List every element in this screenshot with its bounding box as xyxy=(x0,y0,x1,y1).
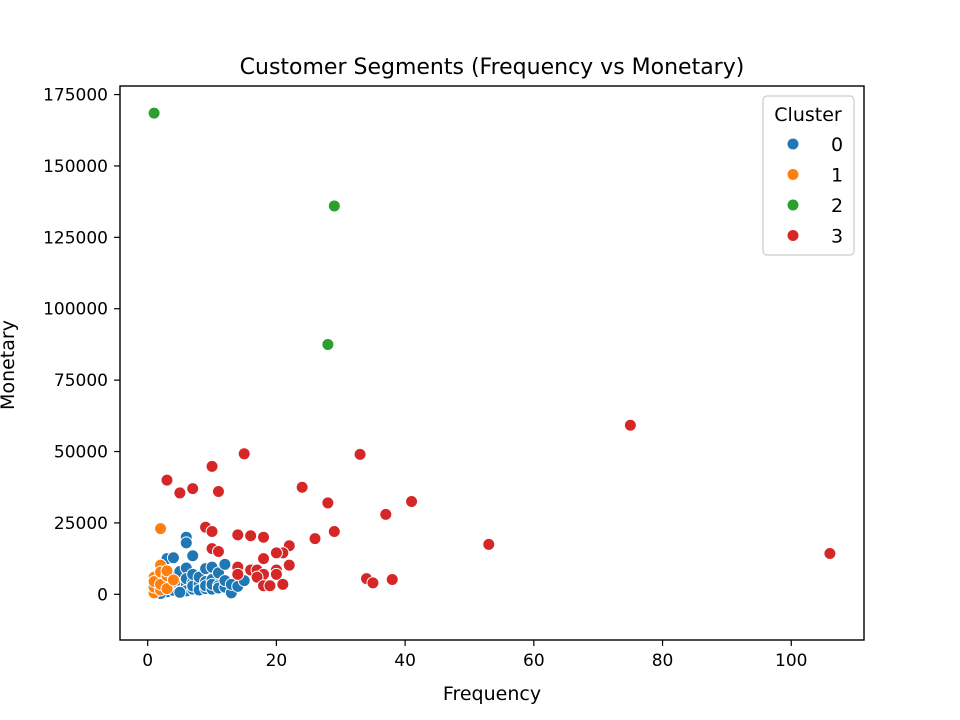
y-axis-label: Monetary xyxy=(0,320,19,410)
data-point-cluster-3 xyxy=(211,544,225,558)
data-point-cluster-3 xyxy=(276,577,290,591)
x-tick-label: 20 xyxy=(266,651,288,671)
data-point-cluster-3 xyxy=(295,480,309,494)
data-point-cluster-0 xyxy=(166,551,180,565)
data-point-cluster-3 xyxy=(353,447,367,461)
data-point-cluster-3 xyxy=(405,495,419,508)
data-point-cluster-3 xyxy=(327,524,341,538)
legend-label-cluster-0: 0 xyxy=(831,134,843,156)
data-point-cluster-3 xyxy=(231,567,245,581)
data-point-cluster-3 xyxy=(173,486,187,500)
y-tick-label: 175000 xyxy=(43,86,108,106)
data-point-cluster-3 xyxy=(244,529,258,543)
data-point-cluster-1 xyxy=(166,573,180,587)
y-tick-label: 50000 xyxy=(54,443,108,463)
x-tick-label: 40 xyxy=(394,651,416,671)
data-point-cluster-3 xyxy=(282,558,296,572)
data-point-cluster-3 xyxy=(269,546,283,560)
x-tick-label: 0 xyxy=(142,651,153,671)
legend-marker-cluster-3 xyxy=(786,229,800,242)
data-point-cluster-3 xyxy=(237,447,251,461)
data-point-cluster-3 xyxy=(257,552,271,566)
data-point-cluster-2 xyxy=(147,106,161,120)
data-point-cluster-0 xyxy=(179,536,193,550)
data-point-cluster-3 xyxy=(379,507,393,521)
data-point-cluster-3 xyxy=(308,532,322,546)
legend-box xyxy=(762,95,855,256)
data-point-cluster-0 xyxy=(186,549,200,563)
data-point-cluster-1 xyxy=(160,564,174,578)
legend-marker-cluster-2 xyxy=(786,198,800,212)
data-point-cluster-3 xyxy=(186,482,200,496)
y-axis: 0 25000 50000 75000 100000 125000 150000 175000 xyxy=(43,86,120,605)
data-point-cluster-0 xyxy=(173,585,187,599)
data-point-cluster-2 xyxy=(321,337,335,351)
legend-marker-cluster-0 xyxy=(786,137,800,151)
y-tick-label: 100000 xyxy=(43,300,108,320)
data-point-cluster-3 xyxy=(205,524,219,538)
legend-marker-cluster-1 xyxy=(786,168,800,181)
x-tick-label: 80 xyxy=(652,651,674,671)
data-point-cluster-3 xyxy=(160,473,174,487)
chart-title: Customer Segments (Frequency vs Monetary… xyxy=(240,55,745,80)
points-layer xyxy=(147,106,837,600)
plot-frame xyxy=(119,85,865,641)
y-tick-label: 125000 xyxy=(43,228,108,248)
x-tick-label: 60 xyxy=(523,651,545,671)
y-tick-label: 150000 xyxy=(43,157,108,177)
legend-label-cluster-1: 1 xyxy=(831,165,843,187)
data-point-cluster-3 xyxy=(623,418,637,432)
data-point-cluster-3 xyxy=(269,567,283,581)
data-point-cluster-3 xyxy=(250,570,264,584)
data-point-cluster-1 xyxy=(154,522,168,536)
data-point-cluster-0 xyxy=(218,557,232,571)
data-point-cluster-3 xyxy=(211,485,225,499)
data-point-cluster-3 xyxy=(385,572,399,586)
y-tick-label: 25000 xyxy=(54,514,108,534)
legend: Cluster 0 1 2 3 xyxy=(762,95,855,256)
legend-label-cluster-2: 2 xyxy=(831,195,843,217)
data-point-cluster-2 xyxy=(327,199,341,213)
y-tick-label: 0 xyxy=(97,585,108,605)
data-point-cluster-3 xyxy=(482,537,496,551)
data-point-cluster-3 xyxy=(257,530,271,544)
data-point-cluster-3 xyxy=(231,528,245,542)
data-point-cluster-3 xyxy=(366,576,380,590)
data-point-cluster-3 xyxy=(823,546,837,560)
x-axis: 0 20 40 60 80 100 xyxy=(142,640,807,671)
x-axis-label: Frequency xyxy=(443,683,541,705)
data-point-cluster-3 xyxy=(205,459,219,473)
data-point-cluster-3 xyxy=(321,496,335,510)
legend-title: Cluster xyxy=(774,104,842,126)
data-point-cluster-1 xyxy=(160,582,174,596)
y-tick-label: 75000 xyxy=(54,371,108,391)
legend-label-cluster-3: 3 xyxy=(831,226,843,248)
data-point-cluster-3 xyxy=(263,579,277,593)
x-tick-label: 100 xyxy=(775,651,807,671)
